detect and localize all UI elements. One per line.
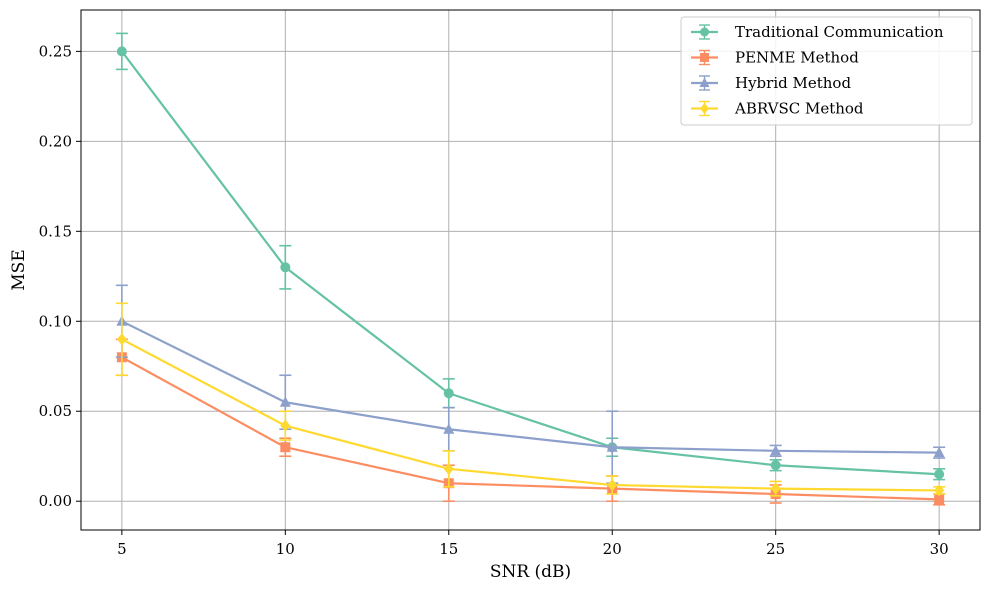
series-line xyxy=(121,338,940,492)
data-point xyxy=(933,446,945,458)
data-point xyxy=(443,462,454,475)
legend-marker xyxy=(700,103,709,114)
legend-marker xyxy=(699,77,710,87)
x-tick-label: 15 xyxy=(439,540,458,558)
x-axis-label: SNR (dB) xyxy=(490,562,571,582)
series-line xyxy=(121,320,940,454)
legend-item: Traditional Communication xyxy=(691,23,944,41)
data-point xyxy=(606,441,618,452)
x-tick-label: 5 xyxy=(117,540,127,558)
y-tick-label: 0.10 xyxy=(39,312,72,330)
plot-frame xyxy=(80,9,981,531)
x-tick-label: 30 xyxy=(930,540,949,558)
data-point xyxy=(934,494,945,505)
y-tick-label: 0.15 xyxy=(39,222,72,240)
y-tick-label: 0.25 xyxy=(39,42,72,60)
legend-item: Hybrid Method xyxy=(691,74,851,92)
legend-marker xyxy=(700,27,709,37)
data-point xyxy=(607,479,618,492)
y-tick-label: 0.00 xyxy=(39,492,72,510)
data-point xyxy=(934,484,945,497)
data-point xyxy=(443,423,455,434)
data-point xyxy=(116,333,127,346)
axis-ticks: 5 10 15 20 25 30 0.00 0.05 0.10 0.15 0.20 0.25 xyxy=(39,42,949,558)
series-abrvsc-method xyxy=(115,302,946,497)
x-tick-label: 10 xyxy=(276,540,295,558)
series-hybrid-method xyxy=(115,284,946,485)
y-tick-label: 0.20 xyxy=(39,132,72,150)
data-point xyxy=(280,262,291,273)
data-point xyxy=(443,388,454,399)
series-layer xyxy=(115,32,946,506)
legend-label: PENME Method xyxy=(735,49,859,67)
legend-item: ABRVSC Method xyxy=(691,100,864,118)
data-point xyxy=(934,469,945,480)
series-penme-method xyxy=(115,338,946,506)
series-line xyxy=(120,50,940,476)
data-point xyxy=(116,46,127,57)
legend-item: PENME Method xyxy=(691,49,859,67)
data-point xyxy=(279,396,291,407)
legend-box xyxy=(680,16,973,126)
data-point xyxy=(770,460,781,471)
x-tick-label: 25 xyxy=(766,540,785,558)
y-tick-label: 0.05 xyxy=(39,402,72,420)
legend-label: Hybrid Method xyxy=(735,74,851,92)
data-point xyxy=(280,419,291,432)
series-line xyxy=(121,356,940,501)
legend-label: Traditional Communication xyxy=(735,23,944,41)
y-axis-label: MSE xyxy=(9,249,29,290)
data-point xyxy=(770,444,782,456)
legend: Traditional Communication PENME Method Hyb… xyxy=(680,16,973,126)
legend-marker xyxy=(700,53,709,62)
data-point xyxy=(280,442,291,453)
x-tick-label: 20 xyxy=(603,540,622,558)
legend-label: ABRVSC Method xyxy=(734,100,864,118)
data-point xyxy=(770,482,781,495)
